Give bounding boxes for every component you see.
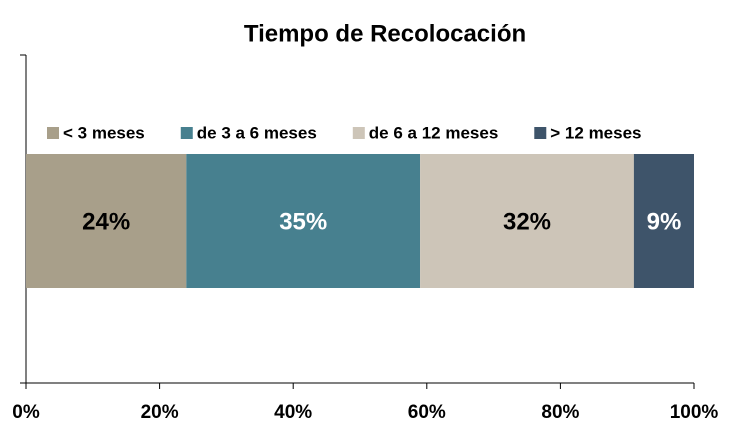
data-label: 24%	[82, 208, 130, 235]
legend-label: de 3 a 6 meses	[197, 123, 317, 142]
bar-segment	[420, 154, 634, 288]
x-tick-label: 20%	[141, 402, 179, 423]
legend-swatch	[180, 127, 193, 139]
x-tick-label: 80%	[541, 402, 579, 423]
legend-label: < 3 meses	[63, 123, 145, 142]
legend-label: de 6 a 12 meses	[369, 123, 498, 142]
x-tick-label: 40%	[274, 402, 312, 423]
x-tick-label: 100%	[670, 402, 719, 423]
bar-segment	[186, 154, 421, 288]
legend-swatch	[47, 127, 59, 139]
x-tick-label: 60%	[408, 402, 446, 423]
bar-segment	[26, 154, 187, 288]
chart-title: Tiempo de Recolocación	[244, 20, 526, 47]
x-tick-label: 0%	[12, 402, 40, 423]
legend-swatch	[352, 127, 365, 139]
data-label: 35%	[279, 208, 327, 235]
legend-label: > 12 meses	[550, 123, 641, 142]
data-label: 32%	[503, 208, 551, 235]
data-label: 9%	[647, 208, 682, 235]
legend-swatch	[534, 127, 547, 139]
bar-segment	[633, 154, 694, 288]
